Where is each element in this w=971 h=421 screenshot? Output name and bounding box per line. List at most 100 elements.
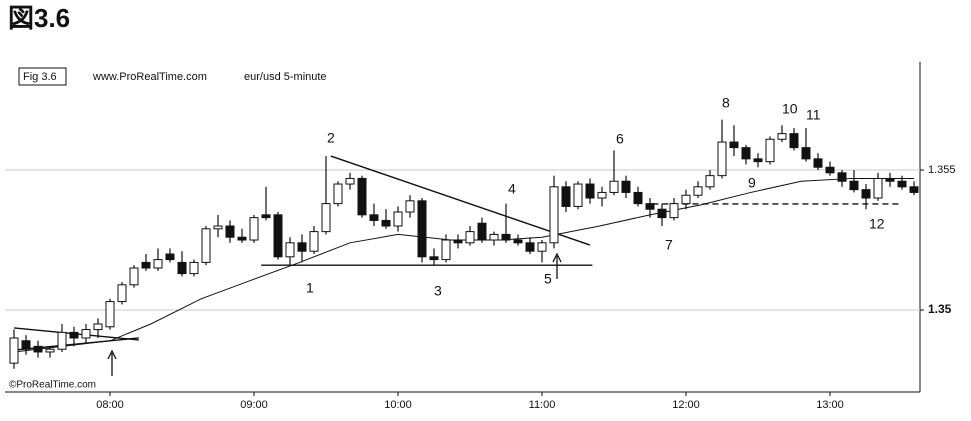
x-tick-label: 10:00 bbox=[384, 399, 412, 411]
candle-body bbox=[837, 172, 847, 182]
candle-body bbox=[321, 203, 331, 233]
candle-body bbox=[885, 177, 895, 182]
candle-body bbox=[777, 133, 787, 140]
x-tick-label: 12:00 bbox=[672, 399, 700, 411]
candle-body bbox=[789, 133, 799, 149]
annotation: 9 bbox=[748, 175, 756, 191]
subtitle: eur/usd 5-minute bbox=[244, 71, 327, 83]
candle-body bbox=[501, 233, 511, 241]
candle-body bbox=[573, 183, 583, 207]
candle-body bbox=[861, 189, 871, 199]
candle-body bbox=[297, 242, 307, 252]
trendline bbox=[330, 155, 591, 246]
annotation: 11 bbox=[806, 107, 821, 123]
annotation: 12 bbox=[869, 216, 885, 232]
candle-body bbox=[693, 186, 703, 196]
label-box bbox=[18, 67, 67, 86]
candle-body bbox=[753, 158, 763, 163]
candle-body bbox=[741, 147, 751, 160]
candle-body bbox=[909, 186, 919, 193]
annotation: 8 bbox=[722, 95, 730, 111]
page-title: 図3.6 bbox=[8, 3, 70, 33]
candle-body bbox=[405, 200, 415, 213]
candle-body bbox=[45, 348, 55, 353]
candle-body bbox=[549, 186, 559, 244]
annotation: 3 bbox=[434, 283, 442, 299]
candle-body bbox=[69, 331, 79, 339]
x-tick-label: 11:00 bbox=[529, 399, 556, 411]
y-tick-label: 1.35 bbox=[928, 302, 952, 316]
candle-body bbox=[585, 183, 595, 199]
trendline bbox=[13, 337, 139, 351]
candle-body bbox=[129, 267, 139, 286]
candle-body bbox=[849, 180, 859, 191]
candle-body bbox=[873, 177, 883, 199]
candle-body bbox=[393, 211, 403, 227]
candle-body bbox=[525, 242, 535, 252]
annotation: 5 bbox=[544, 271, 552, 287]
candle-body bbox=[657, 208, 667, 219]
candle-body bbox=[537, 242, 547, 252]
candle-body bbox=[825, 166, 835, 174]
annotation: 2 bbox=[327, 130, 335, 146]
candle-body bbox=[177, 261, 187, 275]
candle-body bbox=[105, 301, 115, 328]
candle-body bbox=[681, 194, 691, 205]
candle-body bbox=[345, 177, 355, 185]
candle-body bbox=[489, 233, 499, 241]
candle-body bbox=[465, 231, 475, 244]
candle-body bbox=[333, 183, 343, 205]
candle-body bbox=[633, 191, 643, 205]
candle-body bbox=[561, 186, 571, 207]
candle-body bbox=[729, 141, 739, 149]
candle-body bbox=[609, 180, 619, 193]
candle-body bbox=[285, 242, 295, 258]
candle-body bbox=[117, 284, 127, 303]
candle-body bbox=[381, 219, 391, 227]
x-tick-label: 13:00 bbox=[816, 399, 844, 411]
candle-body bbox=[453, 239, 463, 244]
candle-body bbox=[33, 345, 43, 353]
candle-body bbox=[441, 239, 451, 261]
candle-body bbox=[57, 331, 67, 350]
candle-body bbox=[429, 256, 439, 261]
candle-body bbox=[261, 214, 271, 219]
x-tick-label: 09:00 bbox=[240, 399, 268, 411]
candle-body bbox=[513, 239, 523, 244]
copyright: ©ProRealTime.com bbox=[9, 380, 96, 391]
moving-average bbox=[13, 177, 914, 353]
candle-body bbox=[225, 225, 235, 238]
candle-body bbox=[189, 261, 199, 275]
candle-body bbox=[669, 203, 679, 219]
candle-body bbox=[897, 180, 907, 188]
candle-body bbox=[81, 329, 91, 339]
candle-body bbox=[597, 191, 607, 199]
annotation: 10 bbox=[782, 101, 798, 117]
source: www.ProRealTime.com bbox=[92, 71, 207, 83]
arrows bbox=[107, 252, 562, 376]
candle-body bbox=[417, 200, 427, 258]
candle-body bbox=[621, 180, 631, 193]
annotation: 4 bbox=[508, 181, 516, 197]
candle-body bbox=[141, 261, 151, 269]
annotation: 1 bbox=[306, 280, 314, 296]
annotation: 6 bbox=[616, 131, 624, 147]
fig-label: Fig 3.6 bbox=[23, 71, 57, 83]
candle-body bbox=[249, 217, 259, 241]
candle-body bbox=[357, 177, 367, 216]
candle-body bbox=[705, 175, 715, 188]
candle-body bbox=[9, 337, 19, 364]
annotation: 7 bbox=[665, 237, 673, 253]
candle-body bbox=[21, 340, 31, 350]
candle-body bbox=[93, 323, 103, 331]
candle-body bbox=[273, 214, 283, 258]
candle-body bbox=[717, 141, 727, 177]
candle-body bbox=[165, 253, 175, 261]
candle-body bbox=[813, 158, 823, 168]
candle-body bbox=[309, 231, 319, 252]
candle-body bbox=[213, 225, 223, 230]
candle-body bbox=[237, 236, 247, 241]
candle-body bbox=[201, 228, 211, 263]
candle-body bbox=[765, 138, 775, 163]
